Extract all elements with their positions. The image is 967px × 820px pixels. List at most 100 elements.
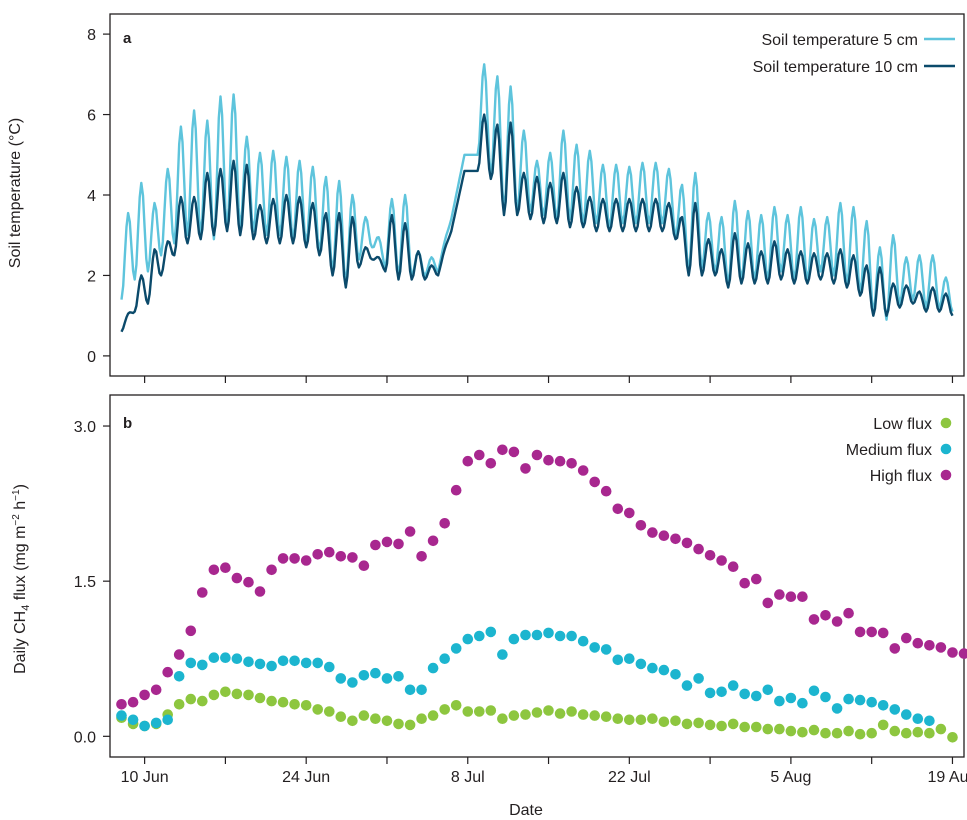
data-point: [785, 591, 797, 602]
data-point: [277, 696, 289, 708]
data-point: [727, 561, 739, 572]
data-point: [554, 630, 566, 642]
data-point: [497, 649, 508, 660]
data-point: [774, 695, 785, 707]
data-point: [347, 715, 358, 727]
data-point: [577, 465, 589, 476]
data-point: [312, 549, 324, 560]
data-point: [820, 691, 831, 703]
y-tick-label: 1.5: [74, 574, 96, 591]
data-point: [254, 586, 266, 597]
data-point: [393, 671, 404, 682]
data-point: [912, 637, 924, 649]
data-point: [543, 454, 554, 466]
data-point: [704, 687, 716, 699]
y-tick-label: 0.0: [74, 729, 96, 746]
data-point: [670, 669, 681, 680]
data-point: [866, 626, 877, 638]
data-point: [658, 716, 670, 728]
data-point: [647, 713, 658, 724]
data-point: [589, 642, 600, 653]
data-point: [312, 657, 324, 669]
panel-a-legend: Soil temperature 5 cm Soil temperature 10…: [753, 32, 955, 76]
data-point: [289, 655, 300, 667]
data-point: [208, 689, 220, 701]
data-point: [566, 706, 577, 717]
data-point: [300, 657, 312, 669]
data-point: [647, 662, 658, 674]
data-point: [854, 694, 866, 706]
data-point: [497, 444, 508, 456]
data-point: [485, 626, 497, 638]
data-point: [139, 689, 150, 701]
panel-a-lines: [120, 63, 954, 333]
data-point: [185, 657, 197, 669]
panel-b-points: [116, 444, 967, 743]
panel-b-y-axis-label: Daily CH4 flux (mg m−2 h−1): [11, 484, 32, 674]
data-point: [797, 697, 808, 709]
data-point: [727, 680, 739, 691]
data-point: [416, 713, 427, 724]
data-point: [231, 653, 243, 664]
data-point: [935, 642, 947, 653]
y-tick-0.0: 0.0: [74, 729, 110, 746]
data-point: [266, 564, 277, 576]
legend-entry: Soil temperature 5 cm: [761, 32, 955, 49]
data-point: [324, 661, 335, 673]
data-point: [647, 527, 658, 538]
data-point: [173, 671, 185, 682]
data-point: [508, 710, 520, 721]
data-point: [127, 696, 139, 708]
legend-label: Medium flux: [846, 442, 932, 459]
data-point: [566, 630, 577, 642]
data-point: [277, 655, 289, 667]
data-point: [450, 700, 462, 711]
data-point: [173, 699, 185, 710]
data-point: [762, 723, 774, 735]
panel-a-soil-temperature: a 0 2 4 6 8 Soil temperature (°C) Soil tempe…: [7, 13, 965, 383]
data-point: [635, 520, 647, 531]
series-line-soil-10cm: [120, 113, 954, 333]
data-point: [901, 727, 912, 739]
data-point: [889, 725, 901, 737]
data-point: [266, 695, 277, 707]
data-point: [797, 591, 808, 602]
data-point: [208, 564, 220, 576]
data-point: [370, 539, 381, 551]
data-point: [531, 629, 543, 641]
data-point: [716, 720, 727, 732]
y-tick-0: 0: [87, 349, 110, 366]
data-point: [358, 560, 370, 571]
data-point: [958, 648, 967, 659]
data-point: [935, 723, 947, 735]
data-point: [197, 659, 208, 671]
data-point: [554, 455, 566, 467]
x-tick-label: 24 Jun: [282, 769, 330, 786]
data-point: [312, 704, 324, 715]
data-point: [670, 715, 681, 727]
data-point: [289, 553, 300, 564]
panel-b-ch4-flux: b 0.0 1.5 3.0 10 Jun 24 Jun 8 Jul 22 Jul 5 Aug…: [11, 394, 967, 786]
data-point: [947, 732, 958, 743]
data-point: [727, 718, 739, 730]
data-point: [358, 710, 370, 721]
data-point: [116, 710, 127, 721]
data-point: [508, 446, 520, 458]
y-tick-label: 6: [87, 108, 96, 125]
data-point: [797, 726, 808, 738]
data-point: [785, 692, 797, 704]
data-point: [843, 607, 854, 619]
data-point: [681, 680, 693, 691]
data-point: [197, 587, 208, 598]
data-point: [162, 666, 173, 678]
data-point: [889, 643, 901, 654]
data-point: [589, 710, 600, 721]
data-point: [208, 652, 220, 663]
data-point: [370, 667, 381, 679]
data-point: [520, 629, 531, 641]
data-point: [624, 507, 635, 519]
data-point: [543, 627, 554, 639]
data-point: [877, 700, 889, 711]
data-point: [716, 555, 727, 566]
x-tick-label: 5 Aug: [770, 769, 811, 786]
